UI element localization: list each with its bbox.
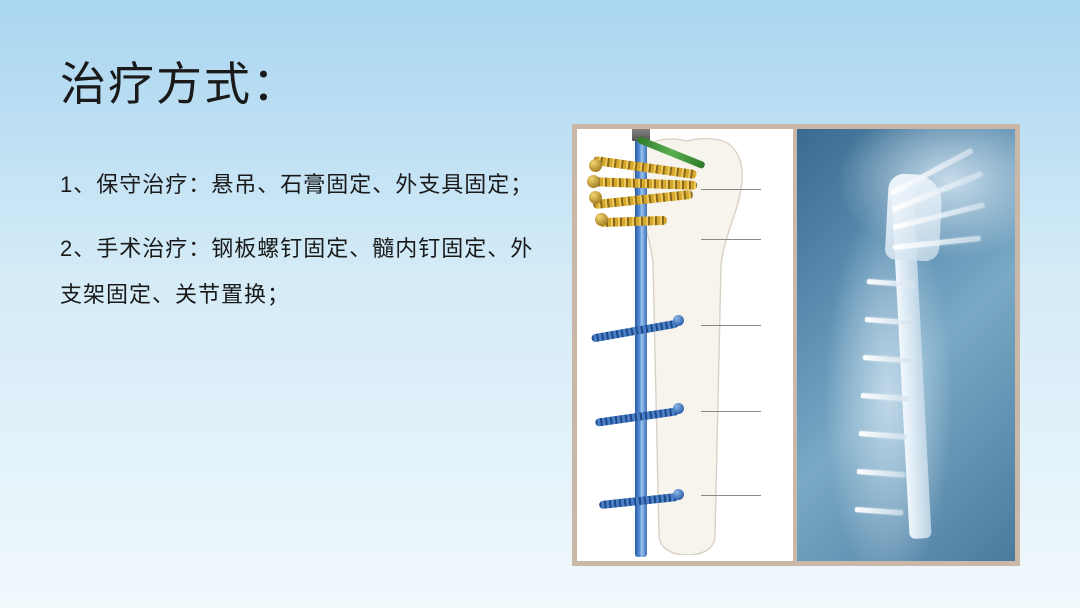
blue-screw-head-0 <box>673 315 684 326</box>
nail-rod <box>635 129 647 557</box>
guide-line-0 <box>701 189 761 190</box>
slide-container: 治疗方式： 1、保守治疗：悬吊、石膏固定、外支具固定； 2、手术治疗：钢板螺钉固… <box>0 0 1080 608</box>
guide-line-3 <box>701 411 761 412</box>
text-column: 治疗方式： 1、保守治疗：悬吊、石膏固定、外支具固定； 2、手术治疗：钢板螺钉固… <box>60 48 540 568</box>
guide-line-2 <box>701 325 761 326</box>
paragraph-2: 2、手术治疗：钢板螺钉固定、髓内钉固定、外支架固定、关节置换； <box>60 226 540 318</box>
guide-line-1 <box>701 239 761 240</box>
paragraph-1: 1、保守治疗：悬吊、石膏固定、外支具固定； <box>60 162 540 208</box>
blue-screw-head-1 <box>673 403 684 414</box>
panel-xray <box>797 129 1015 561</box>
gold-screw-head-3 <box>595 213 608 226</box>
gold-screw-head-0 <box>589 159 602 172</box>
slide-title: 治疗方式： <box>60 48 540 114</box>
figure-frame <box>572 124 1020 566</box>
gold-screw-head-1 <box>587 175 600 188</box>
image-column <box>540 48 1020 568</box>
blue-screw-head-2 <box>673 489 684 500</box>
gold-screw-head-2 <box>589 191 602 204</box>
guide-line-4 <box>701 495 761 496</box>
panel-intramedullary-nail <box>577 129 793 561</box>
